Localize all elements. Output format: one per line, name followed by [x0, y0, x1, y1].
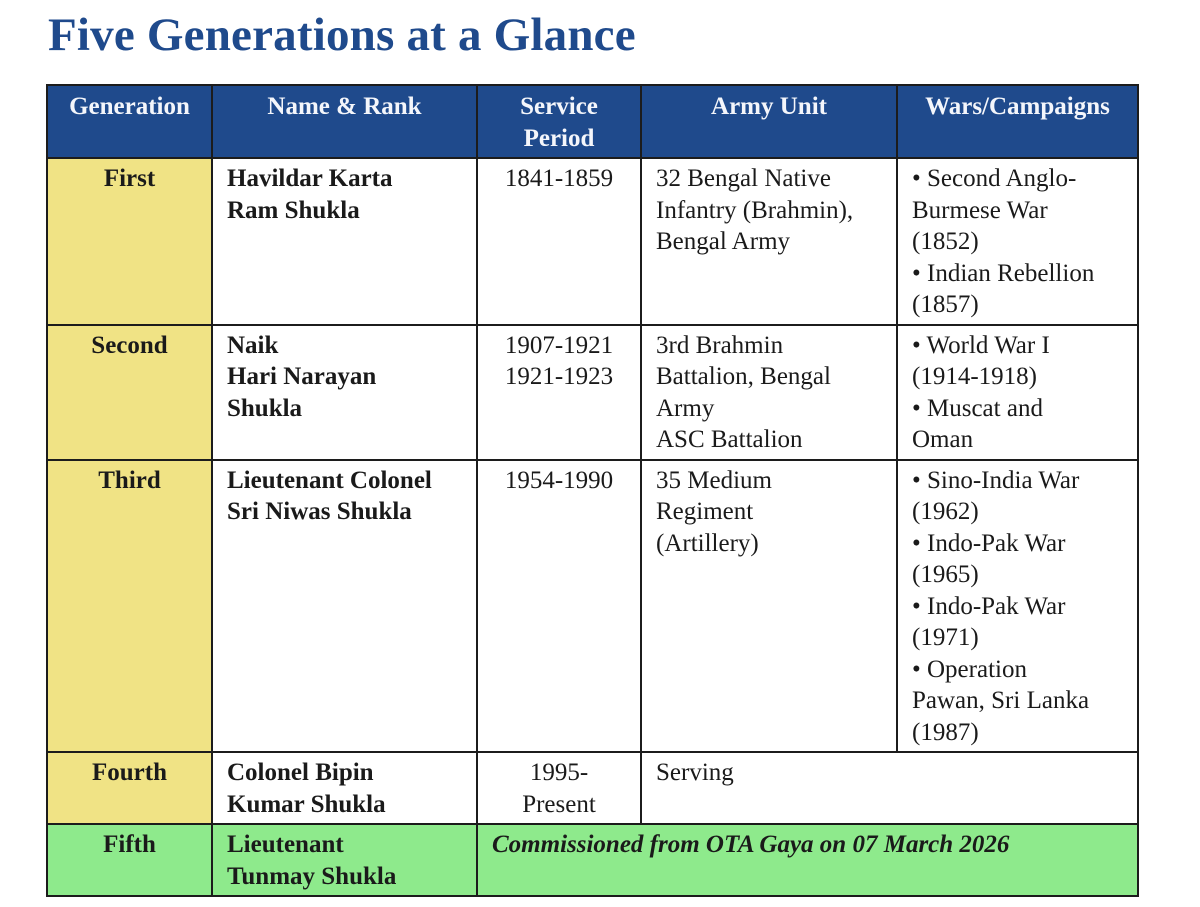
header-wars-campaigns: Wars/Campaigns [896, 84, 1139, 159]
service-status-cell: Serving [640, 751, 1139, 825]
header-service-period: Service Period [476, 84, 642, 159]
campaign-item: • Sino-India War (1962) [912, 466, 1080, 526]
page-title: Five Generations at a Glance [48, 9, 636, 61]
header-row: Generation Name & Rank Service Period Ar… [46, 84, 1139, 159]
header-generation: Generation [46, 84, 213, 159]
army-unit-cell: 3rd Brahmin Battalion, Bengal Army ASC B… [640, 323, 898, 461]
wars-campaigns-cell: • Sino-India War (1962) • Indo-Pak War (… [896, 458, 1139, 753]
service-period-cell: 1995- Present [476, 751, 642, 825]
campaign-item: • Indo-Pak War (1965) [912, 529, 1066, 589]
generation-cell: Fifth [46, 823, 213, 897]
table-row-fifth: Fifth Lieutenant Tunmay Shukla Commissio… [46, 823, 1139, 897]
name-rank-cell: Havildar Karta Ram Shukla [211, 157, 478, 326]
name-rank-cell: Lieutenant Colonel Sri Niwas Shukla [211, 458, 478, 753]
campaign-item: • Second Anglo- Burmese War (1852) [912, 165, 1077, 255]
campaign-item: • World War I (1914-1918) [912, 331, 1050, 391]
campaign-list: • World War I (1914-1918) • Muscat and O… [912, 330, 1123, 456]
header-army-unit: Army Unit [640, 84, 898, 159]
campaign-item: • Operation Pawan, Sri Lanka (1987) [912, 655, 1090, 746]
generation-cell: Fourth [46, 751, 213, 825]
wars-campaigns-cell: • Second Anglo- Burmese War (1852) • Ind… [896, 157, 1139, 326]
campaign-list: • Sino-India War (1962) • Indo-Pak War (… [912, 465, 1123, 749]
name-rank-cell: Lieutenant Tunmay Shukla [211, 823, 478, 897]
army-unit-cell: 32 Bengal Native Infantry (Brahmin), Ben… [640, 157, 898, 326]
table-row-second: Second Naik Hari Narayan Shukla 1907-192… [46, 323, 1139, 461]
table-row-first: First Havildar Karta Ram Shukla 1841-185… [46, 157, 1139, 326]
army-unit-cell: 35 Medium Regiment (Artillery) [640, 458, 898, 753]
campaign-item: • Muscat and Oman [912, 394, 1043, 454]
name-rank-cell: Naik Hari Narayan Shukla [211, 323, 478, 461]
commission-note-cell: Commissioned from OTA Gaya on 07 March 2… [476, 823, 1139, 897]
campaign-item: • Indo-Pak War (1971) [912, 592, 1066, 652]
generation-cell: Second [46, 323, 213, 461]
service-period-cell: 1907-1921 1921-1923 [476, 323, 642, 461]
campaign-item: • Indian Rebellion (1857) [912, 259, 1095, 319]
generation-cell: Third [46, 458, 213, 753]
campaign-list: • Second Anglo- Burmese War (1852) • Ind… [912, 163, 1123, 321]
service-period-cell: 1841-1859 [476, 157, 642, 326]
header-name-rank: Name & Rank [211, 84, 478, 159]
wars-campaigns-cell: • World War I (1914-1918) • Muscat and O… [896, 323, 1139, 461]
generations-table: Generation Name & Rank Service Period Ar… [46, 84, 1139, 897]
name-rank-cell: Colonel Bipin Kumar Shukla [211, 751, 478, 825]
generation-cell: First [46, 157, 213, 326]
table-row-fourth: Fourth Colonel Bipin Kumar Shukla 1995- … [46, 751, 1139, 825]
table-row-third: Third Lieutenant Colonel Sri Niwas Shukl… [46, 458, 1139, 753]
service-period-cell: 1954-1990 [476, 458, 642, 753]
